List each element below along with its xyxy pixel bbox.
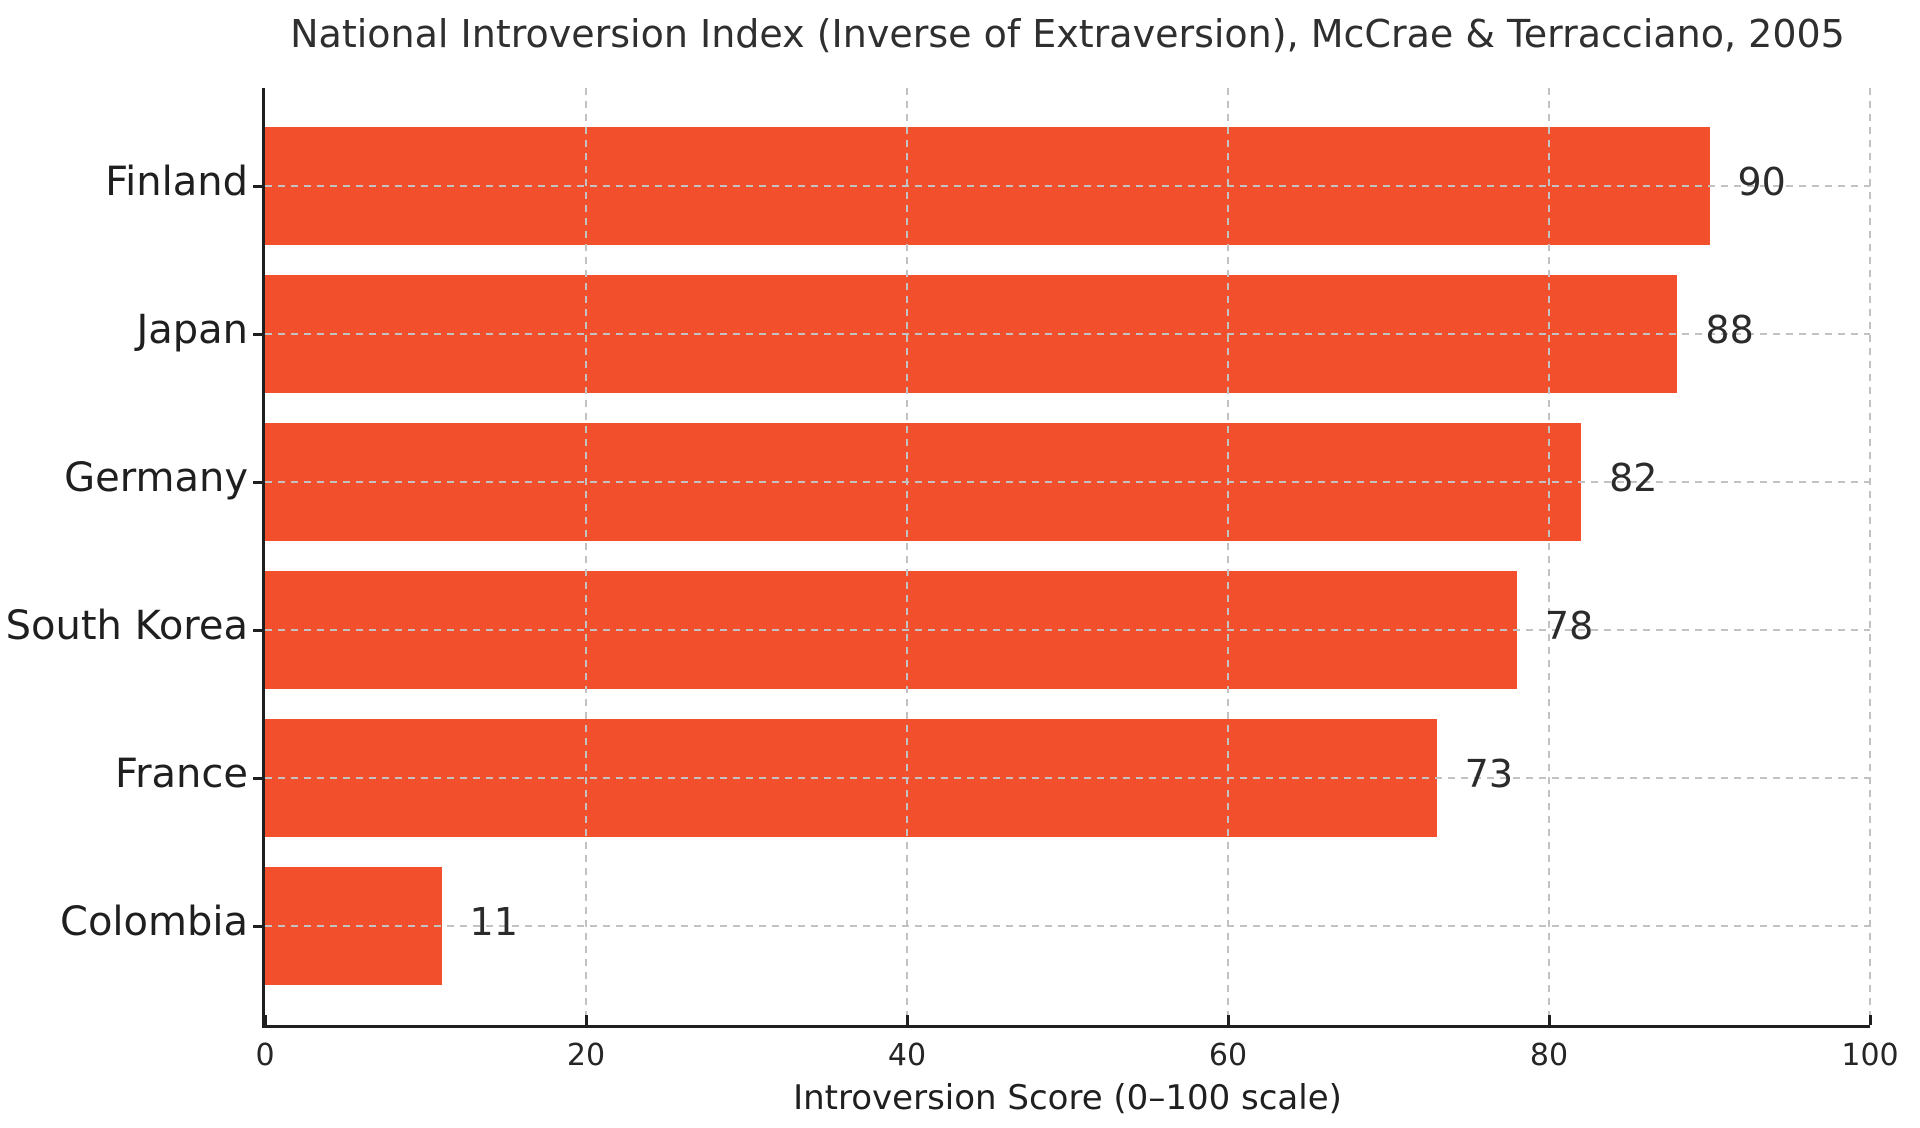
- value-label-germany: 82: [1609, 456, 1658, 500]
- y-gridline-japan: [265, 333, 1870, 335]
- x-gridline-60: [1227, 88, 1229, 1025]
- y-tick-mark-japan: [253, 332, 262, 336]
- value-label-japan: 88: [1705, 308, 1754, 352]
- chart-title: National Introversion Index (Inverse of …: [290, 12, 1845, 56]
- x-tick-mark-0: [263, 1015, 267, 1025]
- x-gridline-40: [906, 88, 908, 1025]
- x-tick-mark-60: [1226, 1015, 1230, 1025]
- y-label-finland: Finland: [105, 159, 248, 205]
- x-tick-mark-40: [905, 1015, 909, 1025]
- x-tick-label-60: 60: [1208, 1038, 1248, 1073]
- x-tick-label-40: 40: [887, 1038, 927, 1073]
- x-tick-mark-80: [1547, 1015, 1551, 1025]
- x-tick-label-80: 80: [1529, 1038, 1569, 1073]
- x-tick-label-0: 0: [255, 1038, 275, 1073]
- y-label-france: France: [114, 751, 248, 797]
- y-axis-line: [262, 88, 265, 1028]
- plot-area: [253, 88, 1872, 1028]
- y-label-germany: Germany: [64, 455, 248, 501]
- x-axis-label: Introversion Score (0–100 scale): [793, 1078, 1342, 1118]
- value-label-colombia: 11: [469, 900, 518, 944]
- y-gridline-finland: [265, 185, 1870, 187]
- y-label-japan: Japan: [136, 307, 248, 353]
- y-label-colombia: Colombia: [60, 899, 248, 945]
- y-label-south-korea: South Korea: [5, 603, 248, 649]
- x-gridline-100: [1869, 88, 1871, 1025]
- y-tick-mark-france: [253, 776, 262, 780]
- x-tick-mark-100: [1868, 1015, 1872, 1025]
- x-axis-line: [262, 1025, 1870, 1028]
- y-gridline-france: [265, 777, 1870, 779]
- value-label-france: 73: [1464, 752, 1513, 796]
- y-gridline-colombia: [265, 925, 1870, 927]
- value-label-south-korea: 78: [1544, 604, 1594, 648]
- x-gridline-20: [585, 88, 587, 1025]
- y-tick-mark-south-korea: [253, 628, 262, 632]
- y-gridline-germany: [265, 481, 1870, 483]
- value-label-finland: 90: [1737, 160, 1786, 204]
- x-tick-label-20: 20: [566, 1038, 606, 1073]
- x-gridline-80: [1548, 88, 1550, 1025]
- y-tick-mark-colombia: [253, 924, 262, 928]
- x-tick-mark-20: [584, 1015, 588, 1025]
- y-tick-mark-germany: [253, 480, 262, 484]
- y-gridline-south-korea: [265, 629, 1870, 631]
- x-tick-label-100: 100: [1841, 1038, 1899, 1073]
- y-tick-mark-finland: [253, 184, 262, 188]
